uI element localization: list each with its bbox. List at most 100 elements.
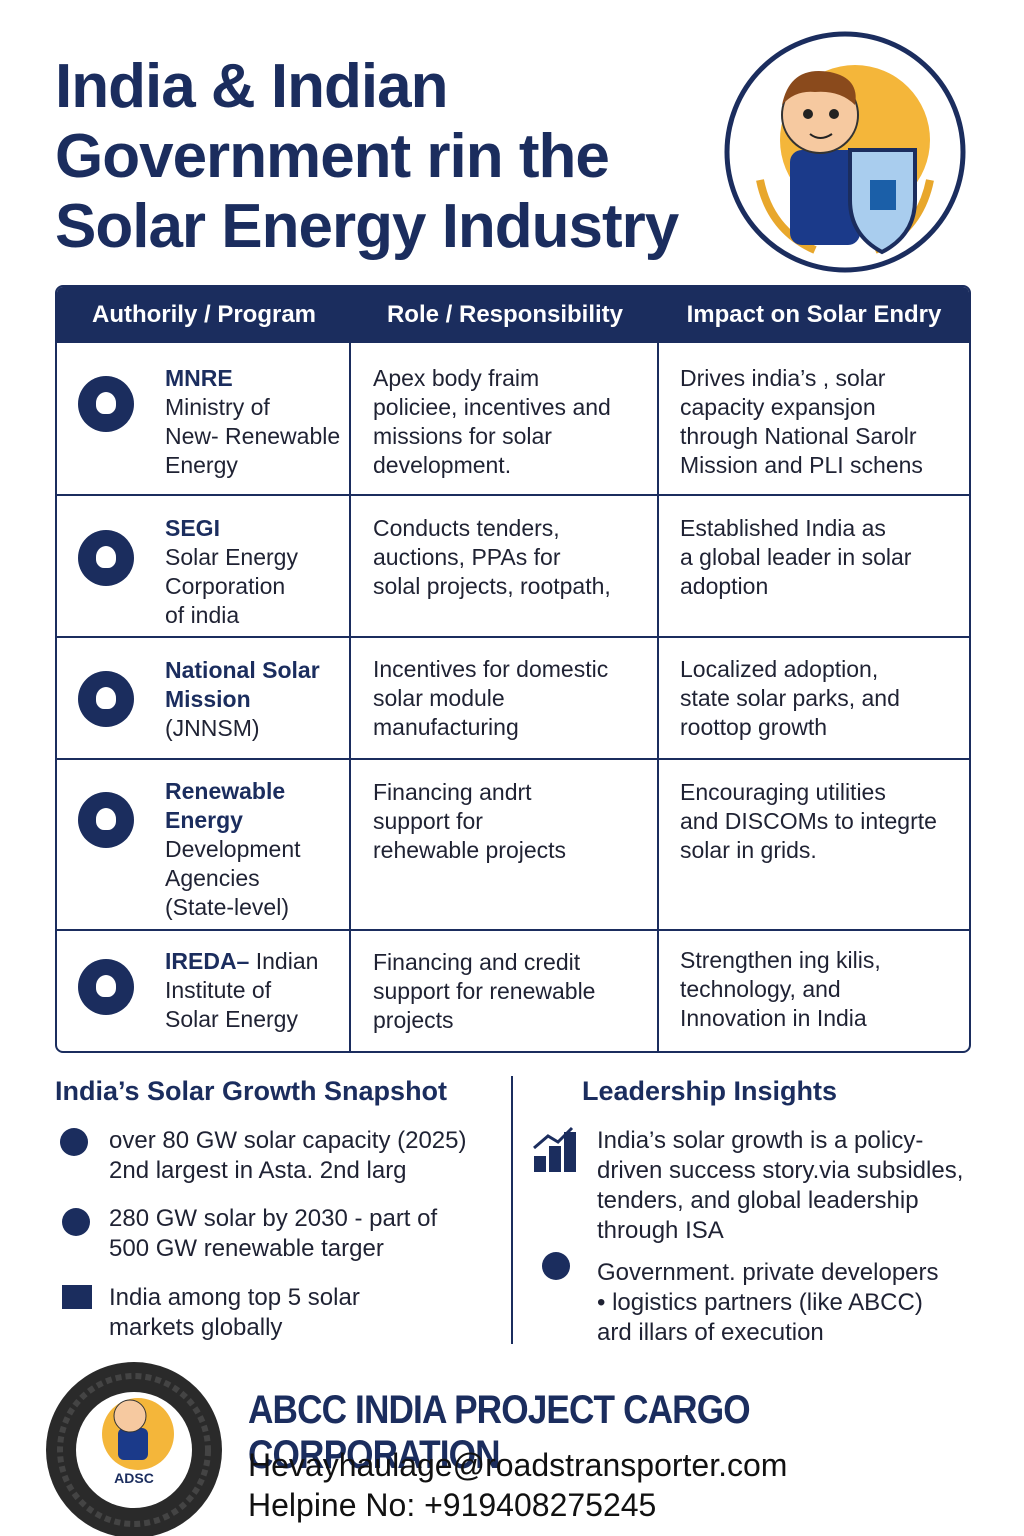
impact-line: and DISCOMs to integrte [680,808,937,834]
authority-cell: IREDA– Indian Institute of Solar Energy [165,947,318,1034]
authority-detail: Corporation [165,573,286,599]
footer-logo: ADSC [46,1362,222,1536]
table-header: Authorily / Program [57,287,351,343]
authority-detail: New- Renewable [165,423,341,449]
role-cell: Apex body fraim policiee, incentives and… [373,364,611,480]
impact-line: a global leader in solar [680,544,912,570]
impact-line: Strengthen ing kilis, [680,947,881,973]
authority-name: Renewable [165,778,286,804]
chart-icon [533,1126,576,1172]
authority-detail: Agencies [165,865,260,891]
authority-detail: Institute of [165,977,272,1003]
role-line: projects [373,1007,454,1033]
role-line: Financing and credit [373,949,581,975]
row-divider [57,494,969,496]
authority-cell: National Solar Mission (JNNSM) [165,656,320,743]
row-divider [57,758,969,760]
role-cell: Financing and credit support for renewab… [373,948,595,1035]
table-header: Role / Responsibility [351,287,659,343]
authority-detail: Development [165,836,301,862]
title-line: Government rin the [55,122,610,191]
impact-line: through National Sarolr [680,423,917,449]
title-line: Solar Energy Industry [55,192,679,261]
row-divider [57,929,969,931]
table: Authorily / Program Role / Responsibilit… [55,285,971,1053]
flag-icon [62,1285,92,1309]
role-line: auctions, PPAs for [373,544,561,570]
insight-item: India’s solar growth is a policy- driven… [597,1126,963,1246]
logo-text: ADSC [114,1470,154,1486]
mascot-logo [724,31,966,273]
role-line: policiee, incentives and [373,394,611,420]
item-line: markets globally [109,1314,283,1341]
column-divider [657,287,659,1051]
role-line: Incentives for domestic [373,656,609,682]
row-icon [78,959,134,1015]
impact-line: roottop growth [680,714,828,740]
item-line: through ISA [597,1217,724,1244]
row-icon [78,530,134,586]
impact-line: Innovation in India [680,1005,867,1031]
item-line: over 80 GW solar capacity (2025) [109,1127,467,1154]
role-cell: Incentives for domestic solar module man… [373,655,608,742]
snapshot-item: 280 GW solar by 2030 - part of 500 GW re… [109,1204,437,1264]
impact-line: state solar parks, and [680,685,900,711]
row-icon [78,671,134,727]
item-line: tenders, and global leadership [597,1187,919,1214]
impact-line: solar in grids. [680,837,817,863]
impact-cell: Drives india’s , solar capacity expansjo… [680,364,923,480]
role-line: support for renewable [373,978,596,1004]
authority-name: IREDA– [165,948,250,974]
bullet-icon [542,1252,570,1280]
authority-detail: Indian [255,948,319,974]
title-line: India & Indian [55,52,448,121]
authority-name: Mission [165,686,251,712]
impact-line: Established India as [680,515,886,541]
item-line: Government. private developers [597,1259,939,1286]
authority-detail: Solar Energy [165,1006,298,1032]
snapshot-item: India among top 5 solar markets globally [109,1283,360,1343]
item-line: 500 GW renewable targer [109,1235,384,1262]
item-line: India among top 5 solar [109,1284,360,1311]
authority-detail: of india [165,602,240,628]
authority-detail: Ministry of [165,394,270,420]
impact-line: Encouraging utilities [680,779,886,805]
role-line: rehewable projects [373,837,567,863]
authority-cell: SEGI Solar Energy Corporation of india [165,514,298,630]
authority-detail: Energy [165,452,238,478]
authority-detail: (State-level) [165,894,289,920]
role-line: Conducts tenders, [373,515,560,541]
item-line: ard illars of execution [597,1319,824,1346]
role-line: development. [373,452,512,478]
title: India & Indian Government rin the Solar … [55,52,679,262]
email: Hevayhaulage@roadstransporter.com [248,1447,788,1483]
row-icon [78,376,134,432]
section-title: India’s Solar Growth Snapshot [55,1076,448,1106]
impact-line: technology, and [680,976,841,1002]
column-divider [349,287,351,1051]
snapshot-item: over 80 GW solar capacity (2025) 2nd lar… [109,1126,466,1186]
authority-detail: Solar Energy [165,544,298,570]
impact-cell: Strengthen ing kilis, technology, and In… [680,946,881,1033]
table-header: Impact on Solar Endry [659,287,969,343]
role-cell: Conducts tenders, auctions, PPAs for sol… [373,514,611,601]
impact-line: Mission and PLI schens [680,452,923,478]
item-line: driven success story.via subsidles, [597,1157,964,1184]
section-title: Leadership Insights [582,1076,838,1106]
role-line: manufacturing [373,714,519,740]
row-divider [57,636,969,638]
impact-cell: Established India as a global leader in … [680,514,911,601]
item-line: 2nd largest in Asta. 2nd larg [109,1157,407,1184]
impact-line: Localized adoption, [680,656,879,682]
authority-cell: Renewable Energy Development Agencies (S… [165,777,301,922]
authority-name: National Solar [165,657,320,683]
authority-detail: (JNNSM) [165,715,260,741]
role-line: support for [373,808,483,834]
authority-name: Energy [165,807,243,833]
impact-line: Drives india’s , solar [680,365,886,391]
role-line: Apex body fraim [373,365,540,391]
company-name: ABCC INDIA PROJECT CARGO CORPORATION [248,1388,751,1477]
authority-name: MNRE [165,365,233,391]
phone: Helpine No: +919408275245 [248,1487,657,1523]
